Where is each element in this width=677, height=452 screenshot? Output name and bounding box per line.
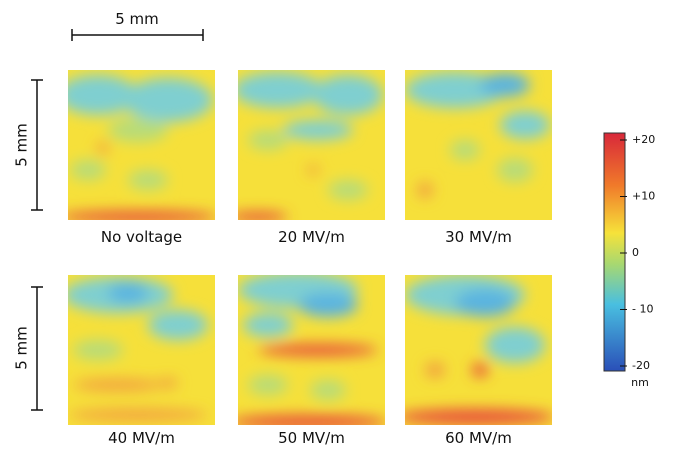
heatmap-blob [148,310,208,340]
panel-label: 50 MV/m [278,429,345,447]
heatmap-blob [97,142,109,154]
colorbar-tick-label: +20 [632,133,655,146]
heatmap-blob [310,380,346,400]
heatmap-blob [497,158,533,182]
heatmap-blob [243,313,293,337]
heatmap-blob [480,73,530,97]
heatmap-blob [73,340,123,360]
heatmap-panel [228,70,385,222]
heatmap-blob [455,289,515,317]
heatmap-blob [233,72,323,108]
panel-label: No voltage [101,228,182,246]
panel-label: 60 MV/m [445,429,512,447]
heatmap-blob [258,344,378,356]
heatmap-blob [298,293,358,317]
colorbar-unit: nm [631,376,649,389]
panel-label: 20 MV/m [278,228,345,246]
heatmap-blob [500,111,550,139]
heatmap-blob [108,283,148,303]
heatmap-blob [108,118,168,142]
heatmap-blob [68,409,208,421]
heatmap-blob [73,379,163,391]
colorbar [604,133,625,371]
scale-label: 5 mm [13,123,31,167]
horizontal-scale-bar [72,29,203,41]
heatmap-blob [58,211,218,223]
panel-label: 40 MV/m [108,429,175,447]
colorbar-tick-label: -20 [632,359,650,372]
heatmap-blob [283,120,353,140]
heatmap-blob [128,170,168,190]
heatmap-blob [123,78,213,122]
colorbar-tick-label: - 10 [632,303,653,316]
panel-label: 30 MV/m [445,228,512,246]
heatmap-panel [58,70,218,223]
heatmap-blob [248,130,288,150]
heatmap-blob [472,363,488,377]
heatmap-blob [307,165,319,175]
colorbar-tick-label: 0 [632,246,639,259]
heatmap-blob [485,327,545,363]
heatmap-blob [328,180,368,200]
heatmap-blob [158,378,178,388]
heatmap-panel [405,70,552,220]
heatmap-blob [395,409,555,425]
scale-label: 5 mm [13,326,31,370]
figure: 5 mm 5 mm 5 mm No voltage 20 MV/m 30 MV/m 4… [0,0,677,448]
colorbar-tick-label: +10 [632,190,655,203]
heatmap-panel [63,275,215,425]
vertical-scale-bar [31,80,43,410]
heatmap-panel [228,272,388,429]
heatmap-blob [228,415,388,429]
heatmap-panel [395,275,555,425]
heatmap-blob [248,375,288,395]
heatmap-blob [450,140,480,160]
scale-label: 5 mm [115,10,159,28]
heatmap-blob [425,362,445,378]
heatmap-blob [417,182,433,198]
heatmap-blob [313,75,383,115]
heatmap-blob [228,212,288,222]
heatmap-blob [70,160,106,180]
